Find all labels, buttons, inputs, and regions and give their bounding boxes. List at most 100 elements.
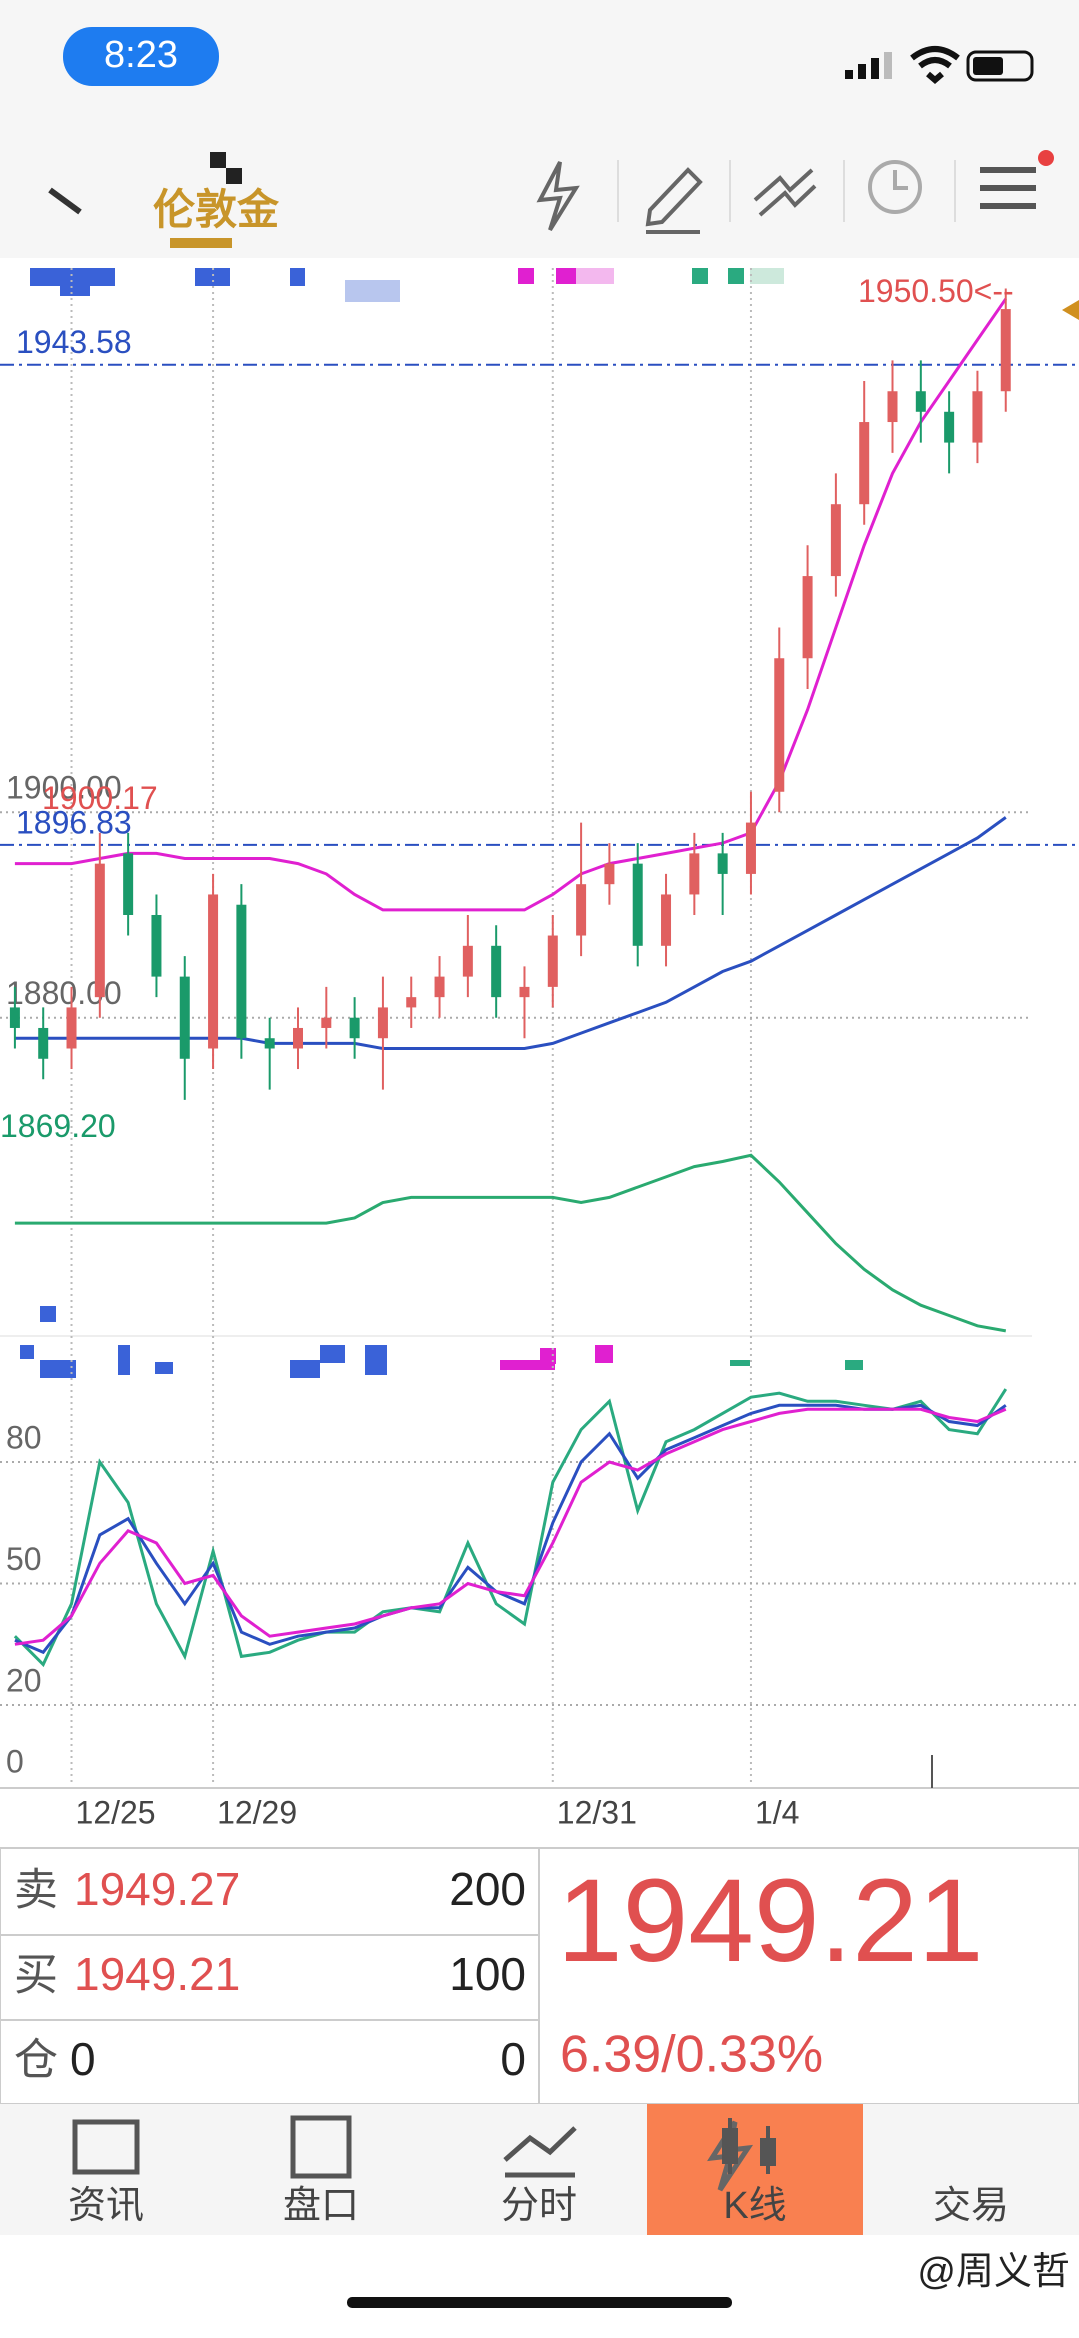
back-icon[interactable]	[48, 187, 82, 215]
sell-price: 1949.27	[74, 1863, 240, 1915]
tab-bar	[0, 2104, 1079, 2235]
indicator-line	[14, 1403, 1007, 1655]
candle-body	[632, 863, 643, 946]
candle-body	[717, 853, 728, 874]
indicator-line	[14, 1407, 1007, 1646]
sell-qty: 200	[449, 1863, 526, 1915]
candle-body	[264, 1038, 275, 1049]
candle-body	[689, 853, 700, 895]
indicator-line	[13, 1388, 1008, 1668]
candle-body	[972, 391, 983, 443]
candle-body	[179, 976, 190, 1059]
candle-body	[887, 391, 898, 423]
y-tick-label: 20	[6, 1662, 42, 1698]
tab-news[interactable]: 资讯	[68, 2185, 144, 2227]
candle-body	[859, 422, 870, 505]
candle-body	[830, 504, 841, 577]
candle-body	[321, 1017, 332, 1028]
tab-icon	[72, 2119, 140, 2175]
candle-body	[406, 997, 417, 1008]
x-tick-label: 12/29	[217, 1794, 297, 1830]
position-label: 仓	[14, 2036, 58, 2085]
candle-body	[434, 976, 445, 998]
time-pill	[63, 27, 219, 86]
moving-average	[14, 1153, 1007, 1333]
tab-icon	[290, 2115, 352, 2179]
wifi	[910, 46, 960, 84]
candle-body	[661, 894, 672, 946]
x-tick-label: 1/4	[755, 1794, 799, 1830]
flash-icon[interactable]	[536, 161, 580, 232]
candle-body	[38, 1027, 49, 1059]
logo-block	[226, 168, 242, 184]
candle-body	[293, 1027, 303, 1049]
candle-body	[491, 945, 502, 998]
sell-label: 卖	[14, 1866, 58, 1915]
tab-icon	[503, 2126, 577, 2178]
tab-kline[interactable]: K线	[723, 2185, 786, 2227]
candle-body	[944, 411, 955, 443]
price-marker: 1950.50<--	[858, 273, 1014, 309]
price-marker: 1900.17	[42, 780, 158, 816]
candle-body	[547, 935, 558, 987]
candle-body	[462, 945, 473, 977]
position-left: 0	[70, 2033, 96, 2085]
battery	[966, 50, 1034, 82]
tab-active-bg	[647, 2104, 863, 2235]
indicator-strip	[30, 268, 784, 302]
price-line-label: 1943.58	[16, 324, 132, 360]
candle-body	[576, 884, 587, 936]
tab-icon	[722, 2118, 776, 2174]
candle-body	[123, 853, 134, 915]
candle-body	[377, 1007, 388, 1039]
buy-qty: 100	[449, 1948, 526, 2000]
x-tick-label: 12/31	[557, 1794, 637, 1830]
candle-body	[236, 904, 247, 1039]
candle-body	[9, 1007, 20, 1028]
candle-body	[802, 576, 813, 659]
title-underline	[170, 238, 232, 248]
buy-price: 1949.21	[74, 1948, 240, 2000]
clock-icon[interactable]	[868, 160, 922, 214]
candle-body	[915, 391, 926, 412]
battery-level	[973, 57, 1003, 75]
candle-body	[745, 822, 756, 874]
y-tick-label: 50	[6, 1541, 42, 1577]
menu-icon[interactable]	[980, 167, 1036, 209]
candle-body	[151, 914, 162, 977]
page-title: 伦敦金	[153, 186, 280, 233]
badge	[1038, 150, 1054, 166]
signal	[845, 52, 892, 79]
indicator-icon[interactable]	[753, 168, 817, 217]
logo-block	[210, 152, 226, 168]
position-right: 0	[500, 2033, 526, 2085]
moving-average	[14, 297, 1008, 912]
tab-orderbook[interactable]: 盘口	[283, 2185, 359, 2227]
candle-body	[208, 894, 219, 1049]
price-line-label: 1896.83	[16, 804, 132, 840]
y-tick-label: 0	[6, 1743, 24, 1779]
buy-label: 买	[14, 1951, 58, 2000]
y-tick-label: 80	[6, 1419, 42, 1455]
clock: 8:23	[104, 34, 178, 76]
clock-hands	[893, 170, 908, 190]
draw-icon[interactable]	[645, 167, 703, 234]
watermark: @周义哲	[917, 2251, 1070, 2293]
x-tick-label: 12/25	[76, 1794, 156, 1830]
indicator-strip	[20, 1306, 863, 1378]
tab-trade[interactable]: 交易	[933, 2185, 1009, 2227]
price-marker: 1869.20	[0, 1108, 116, 1144]
candle-body	[519, 986, 530, 998]
y-tick-label: 1900.00	[6, 770, 122, 806]
moving-average	[14, 816, 1007, 1050]
candle-body	[1000, 309, 1011, 392]
tab-timeshare[interactable]: 分时	[501, 2185, 577, 2227]
candle-body	[349, 1017, 360, 1039]
home-indicator	[347, 2297, 732, 2308]
last-price: 1949.21	[557, 1855, 984, 1987]
price-arrow	[1062, 300, 1079, 320]
candle-body	[94, 863, 105, 998]
candle-body	[66, 1007, 77, 1049]
candle-body	[604, 863, 615, 885]
